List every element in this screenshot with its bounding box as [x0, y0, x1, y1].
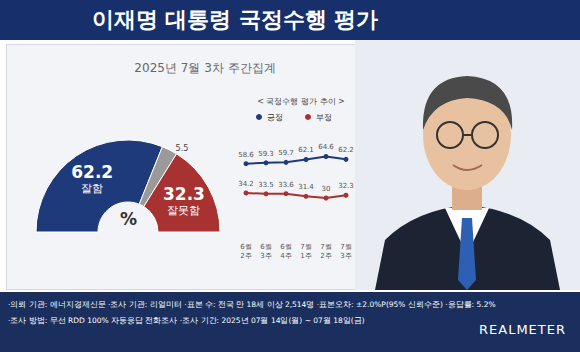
- svg-text:2주: 2주: [240, 252, 251, 260]
- html-text:·의뢰 기관: 에너지경제신문 ·조사 기관: 리얼미터 ·: ·의뢰 기관: 에너지경제신문 ·조사 기관: 리얼미터 ·표본 수: 전국 만…: [8, 300, 496, 309]
- svg-text:30: 30: [322, 185, 331, 193]
- svg-text:1주: 1주: [300, 252, 311, 260]
- svg-text:3주: 3주: [340, 252, 351, 260]
- svg-text:62.2: 62.2: [338, 146, 354, 154]
- svg-text:6월: 6월: [280, 243, 291, 251]
- svg-text:7월: 7월: [300, 243, 311, 251]
- svg-text:6월: 6월: [240, 243, 251, 251]
- svg-text:6월: 6월: [260, 243, 271, 251]
- html-text:2025년 7월 3차 주간집계: 2025년 7월 3차 주간집계: [134, 61, 276, 75]
- svg-text:7월: 7월: [340, 243, 351, 251]
- svg-text:32.3: 32.3: [163, 184, 205, 204]
- svg-text:잘못함: 잘못함: [167, 204, 200, 217]
- svg-text:3주: 3주: [260, 252, 271, 260]
- svg-text:62.1: 62.1: [298, 146, 314, 154]
- svg-text:< 국정수행 평가 추이 >: < 국정수행 평가 추이 >: [257, 97, 345, 106]
- svg-text:33.5: 33.5: [258, 181, 274, 189]
- svg-text:31.4: 31.4: [298, 183, 314, 191]
- svg-text:62.2: 62.2: [71, 162, 113, 182]
- html-text:·조사 방법: 무선 RDD 100% 자동응답 전화조사: ·조사 방법: 무선 RDD 100% 자동응답 전화조사 ·조사 기간: 20…: [8, 316, 365, 325]
- svg-text:4주: 4주: [280, 252, 291, 260]
- svg-text:5.5: 5.5: [176, 144, 189, 153]
- svg-text:부정: 부정: [316, 113, 332, 122]
- svg-text:64.6: 64.6: [318, 143, 334, 151]
- svg-text:33.6: 33.6: [278, 181, 294, 189]
- svg-text:32.3: 32.3: [338, 182, 354, 190]
- svg-text:%: %: [120, 209, 137, 229]
- svg-text:59.3: 59.3: [258, 150, 274, 158]
- svg-text:2주: 2주: [320, 252, 331, 260]
- html-text:REALMETER: REALMETER: [479, 322, 566, 337]
- svg-text:긍정: 긍정: [267, 113, 283, 122]
- svg-text:7월: 7월: [320, 243, 331, 251]
- html-text:이재명 대통령 국정수행 평가: 이재명 대통령 국정수행 평가: [91, 7, 379, 32]
- svg-text:잘함: 잘함: [81, 182, 103, 195]
- svg-text:59.7: 59.7: [278, 149, 294, 157]
- svg-text:34.2: 34.2: [238, 180, 254, 188]
- svg-text:58.6: 58.6: [238, 151, 254, 159]
